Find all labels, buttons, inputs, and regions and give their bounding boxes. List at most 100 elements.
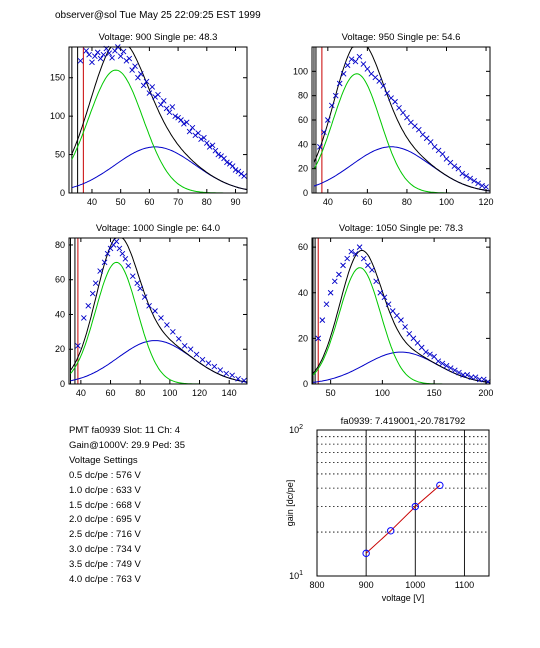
double-pe-fit-curve bbox=[70, 340, 248, 383]
data-point-marker bbox=[166, 109, 173, 116]
gain-data-point bbox=[387, 527, 395, 535]
gain-data-point bbox=[362, 549, 370, 558]
y-tick-label: 50 bbox=[55, 150, 65, 160]
data-point-marker bbox=[344, 255, 351, 262]
data-point-marker bbox=[206, 144, 213, 150]
single-pe-fit-curve bbox=[312, 267, 490, 385]
data-point-marker bbox=[463, 173, 470, 179]
y-tick-label: 20 bbox=[55, 344, 65, 354]
y-tick-label: 0 bbox=[60, 379, 65, 389]
x-tick-label: 50 bbox=[326, 388, 336, 398]
data-point-marker bbox=[459, 170, 466, 177]
data-point-marker bbox=[100, 51, 107, 58]
gain-data-point bbox=[436, 481, 444, 490]
data-point-marker bbox=[94, 49, 101, 56]
data-point-marker bbox=[140, 82, 147, 89]
data-point-marker bbox=[431, 353, 437, 360]
data-point-marker bbox=[389, 308, 396, 314]
data-point-marker bbox=[146, 302, 152, 309]
data-point-marker bbox=[212, 147, 219, 154]
data-point-marker bbox=[189, 124, 196, 131]
voltage-setting-item: 1.5 dc/pe : 668 V bbox=[69, 499, 141, 511]
data-point-marker bbox=[143, 78, 150, 85]
data-point-marker bbox=[340, 70, 347, 77]
data-point-marker bbox=[175, 335, 182, 342]
data-point-marker bbox=[101, 259, 108, 266]
x-tick-label: 120 bbox=[479, 197, 494, 207]
data-point-marker bbox=[160, 97, 167, 104]
y-tick-label: 60 bbox=[55, 275, 65, 285]
data-point-marker bbox=[211, 363, 218, 370]
data-point-marker bbox=[155, 91, 161, 98]
data-point-marker bbox=[116, 245, 123, 252]
voltage-setting-item: 0.5 dc/pe : 576 V bbox=[69, 469, 141, 481]
data-point-marker bbox=[183, 119, 190, 126]
x-tick-label: 120 bbox=[192, 388, 207, 398]
data-point-marker bbox=[380, 83, 387, 89]
total-fit-curve bbox=[70, 237, 248, 383]
x-tick-label: 1000 bbox=[405, 580, 425, 590]
double-pe-fit-curve bbox=[312, 351, 491, 383]
data-point-marker bbox=[467, 175, 474, 182]
x-tick-label: 200 bbox=[478, 388, 493, 398]
y-tick-exponent: 1 bbox=[299, 570, 303, 577]
y-tick-label: 40 bbox=[298, 139, 308, 149]
data-point-marker bbox=[193, 351, 200, 358]
data-point-marker bbox=[203, 140, 210, 146]
data-point-marker bbox=[464, 372, 471, 378]
data-point-marker bbox=[369, 267, 375, 273]
data-point-marker bbox=[215, 151, 222, 158]
data-point-marker bbox=[404, 114, 410, 121]
panel-frame bbox=[311, 237, 491, 385]
panel-title: Voltage: 950 Single pe: 54.6 bbox=[342, 32, 461, 43]
data-point-marker bbox=[360, 61, 367, 67]
data-point-marker bbox=[455, 165, 462, 172]
data-point-marker bbox=[400, 109, 406, 116]
pmt-id-line: PMT fa0939 Slot: 11 Ch: 4 bbox=[69, 425, 181, 436]
x-tick-label: 900 bbox=[359, 580, 374, 590]
data-point-marker bbox=[381, 294, 388, 301]
y-tick-label: 0 bbox=[60, 188, 65, 198]
data-point-marker bbox=[447, 365, 454, 371]
voltage-setting-item: 3.5 dc/pe : 749 V bbox=[69, 559, 141, 571]
data-point-marker bbox=[336, 80, 343, 87]
data-point-marker bbox=[81, 315, 87, 321]
data-point-marker bbox=[113, 238, 120, 245]
x-tick-label: 50 bbox=[116, 197, 126, 207]
data-point-marker bbox=[75, 342, 81, 349]
data-point-marker bbox=[348, 248, 355, 255]
data-point-marker bbox=[158, 315, 164, 321]
page-header: observer@sol Tue May 25 22:09:25 EST 199… bbox=[55, 10, 261, 21]
x-tick-label: 80 bbox=[402, 197, 412, 207]
data-point-marker bbox=[163, 105, 170, 112]
data-point-marker bbox=[376, 78, 383, 84]
data-point-marker bbox=[126, 55, 133, 62]
x-axis-label: voltage [V] bbox=[382, 593, 425, 603]
voltage-setting-item: 3.0 dc/pe : 734 V bbox=[69, 544, 141, 556]
data-point-marker bbox=[137, 285, 144, 292]
data-point-marker bbox=[352, 251, 359, 257]
data-point-marker bbox=[109, 54, 115, 61]
data-point-marker bbox=[106, 50, 113, 56]
data-point-marker bbox=[377, 289, 384, 296]
data-point-marker bbox=[172, 113, 179, 119]
data-point-marker bbox=[336, 271, 342, 278]
data-point-marker bbox=[224, 159, 230, 166]
data-point-marker bbox=[217, 367, 224, 373]
data-point-marker bbox=[344, 62, 351, 69]
data-point-marker bbox=[360, 255, 367, 262]
data-point-marker bbox=[402, 324, 408, 330]
gain-data-point bbox=[411, 502, 419, 511]
data-point-marker bbox=[364, 66, 371, 72]
y-tick-label: 40 bbox=[55, 309, 65, 319]
data-point-marker bbox=[356, 53, 363, 60]
data-point-marker bbox=[427, 139, 434, 145]
data-point-marker bbox=[471, 178, 477, 184]
data-point-marker bbox=[195, 130, 202, 136]
data-point-marker bbox=[129, 67, 135, 73]
x-tick-label: 60 bbox=[106, 388, 116, 398]
data-point-marker bbox=[327, 289, 334, 296]
panel-frame bbox=[311, 46, 491, 194]
data-point-marker bbox=[384, 90, 390, 97]
